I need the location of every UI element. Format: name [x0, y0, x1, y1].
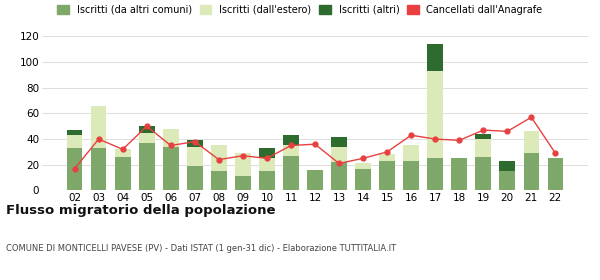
Bar	[403, 146, 419, 161]
Bar	[259, 171, 275, 190]
Bar	[427, 71, 443, 158]
Bar	[355, 164, 371, 169]
Bar	[283, 135, 299, 146]
Bar	[115, 149, 131, 157]
Bar	[163, 147, 179, 190]
Bar	[524, 131, 539, 153]
Bar	[139, 126, 155, 133]
Legend: Iscritti (da altri comuni), Iscritti (dall'estero), Iscritti (altri), Cancellati: Iscritti (da altri comuni), Iscritti (da…	[58, 5, 542, 15]
Bar	[91, 106, 106, 148]
Bar	[67, 148, 82, 190]
Bar	[403, 161, 419, 190]
Bar	[355, 169, 371, 190]
Bar	[427, 158, 443, 190]
Bar	[499, 161, 515, 171]
Bar	[379, 155, 395, 161]
Bar	[331, 147, 347, 162]
Bar	[451, 158, 467, 190]
Bar	[259, 148, 275, 158]
Bar	[475, 139, 491, 157]
Bar	[67, 135, 82, 148]
Bar	[331, 137, 347, 147]
Bar	[67, 130, 82, 135]
Bar	[91, 148, 106, 190]
Bar	[499, 171, 515, 190]
Bar	[139, 133, 155, 143]
Text: COMUNE DI MONTICELLI PAVESE (PV) - Dati ISTAT (1 gen-31 dic) - Elaborazione TUTT: COMUNE DI MONTICELLI PAVESE (PV) - Dati …	[6, 244, 396, 253]
Bar	[235, 176, 251, 190]
Bar	[548, 158, 563, 190]
Bar	[524, 153, 539, 190]
Bar	[259, 158, 275, 171]
Bar	[163, 129, 179, 147]
Bar	[475, 157, 491, 190]
Bar	[379, 161, 395, 190]
Bar	[139, 143, 155, 190]
Bar	[235, 153, 251, 176]
Bar	[187, 140, 203, 147]
Bar	[331, 162, 347, 190]
Bar	[211, 146, 227, 171]
Bar	[283, 156, 299, 190]
Bar	[187, 166, 203, 190]
Bar	[187, 147, 203, 166]
Bar	[283, 146, 299, 156]
Bar	[475, 134, 491, 139]
Bar	[307, 170, 323, 190]
Bar	[115, 157, 131, 190]
Bar	[427, 44, 443, 71]
Text: Flusso migratorio della popolazione: Flusso migratorio della popolazione	[6, 204, 275, 217]
Bar	[211, 171, 227, 190]
